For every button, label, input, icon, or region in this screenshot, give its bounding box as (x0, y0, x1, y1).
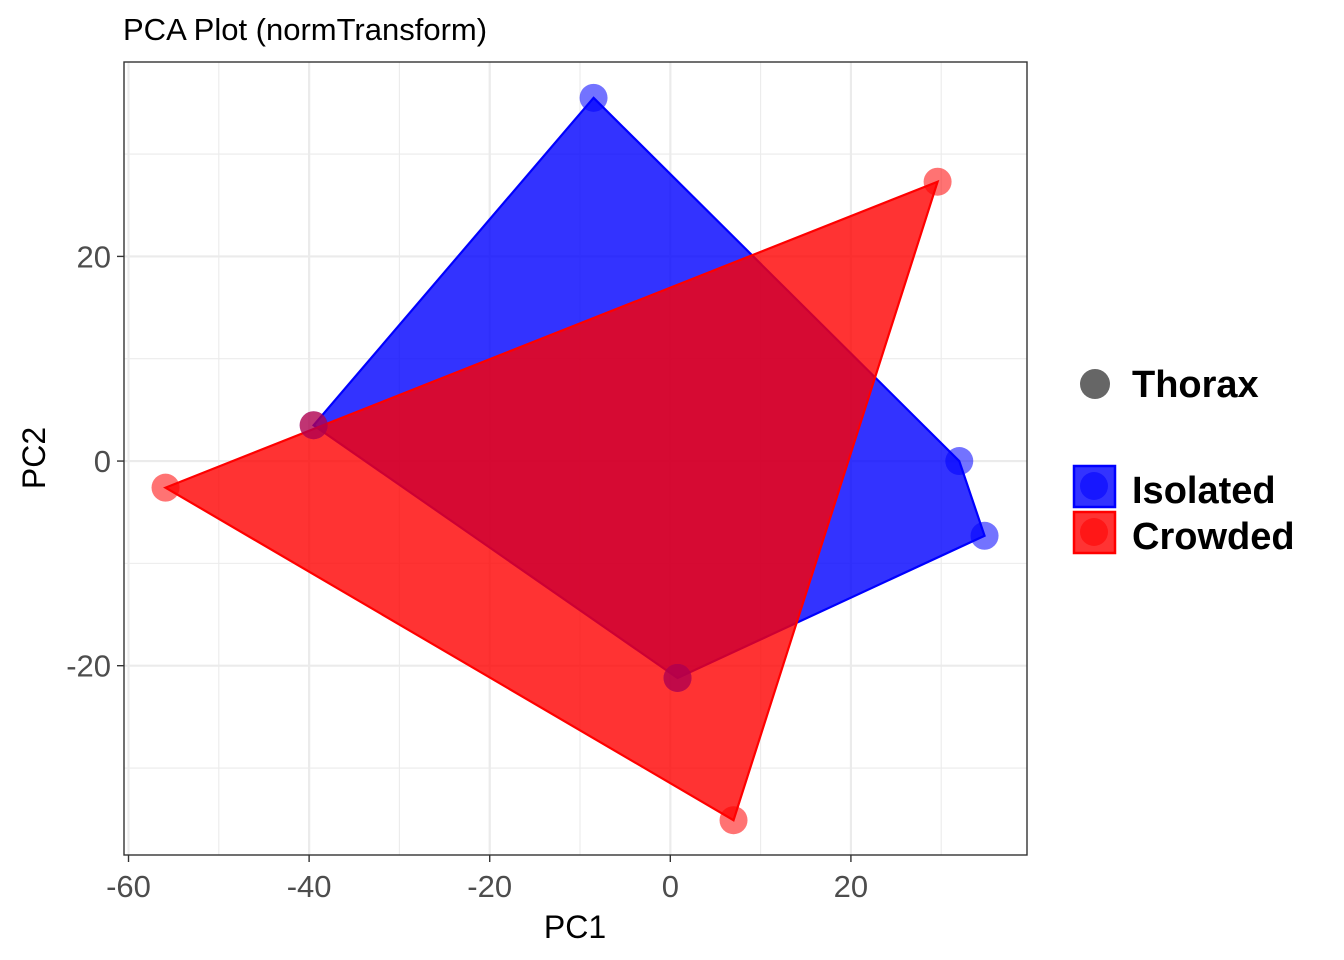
point-isolated (579, 83, 608, 112)
shape-legend-key (1080, 369, 1110, 399)
point-crowded (719, 806, 748, 835)
point-crowded (663, 663, 692, 692)
y-axis-ticks: -20 0 20 (66, 239, 124, 684)
legend-key-crowded-dot (1080, 518, 1108, 546)
point-crowded (923, 167, 952, 196)
x-tick-label: -20 (467, 869, 512, 904)
chart-title: PCA Plot (normTransform) (123, 12, 487, 47)
shape-legend-label: Thorax (1132, 364, 1259, 406)
hull-crowded (163, 179, 940, 822)
point-isolated (945, 447, 974, 476)
legend: Thorax Isolated Crowded (1072, 364, 1295, 558)
x-tick-label: 20 (834, 869, 868, 904)
y-tick-label: -20 (66, 649, 111, 684)
y-tick-label: 0 (94, 444, 111, 479)
point-crowded (299, 411, 328, 440)
group-hulls (163, 96, 986, 822)
plot-panel-border (123, 61, 1028, 856)
legend-label-isolated: Isolated (1132, 470, 1276, 512)
legend-key-isolated-dot (1080, 472, 1108, 500)
x-axis-label: PC1 (544, 909, 606, 945)
data-points (151, 83, 999, 835)
x-axis-ticks: -60 -40 -20 0 20 (106, 855, 868, 904)
x-tick-label: -60 (106, 869, 151, 904)
y-tick-label: 20 (77, 239, 111, 274)
x-tick-label: 0 (662, 869, 679, 904)
y-axis-label: PC2 (16, 427, 52, 489)
legend-label-crowded: Crowded (1132, 516, 1295, 558)
point-isolated (970, 521, 999, 550)
point-crowded (151, 473, 180, 502)
x-tick-label: -40 (287, 869, 332, 904)
